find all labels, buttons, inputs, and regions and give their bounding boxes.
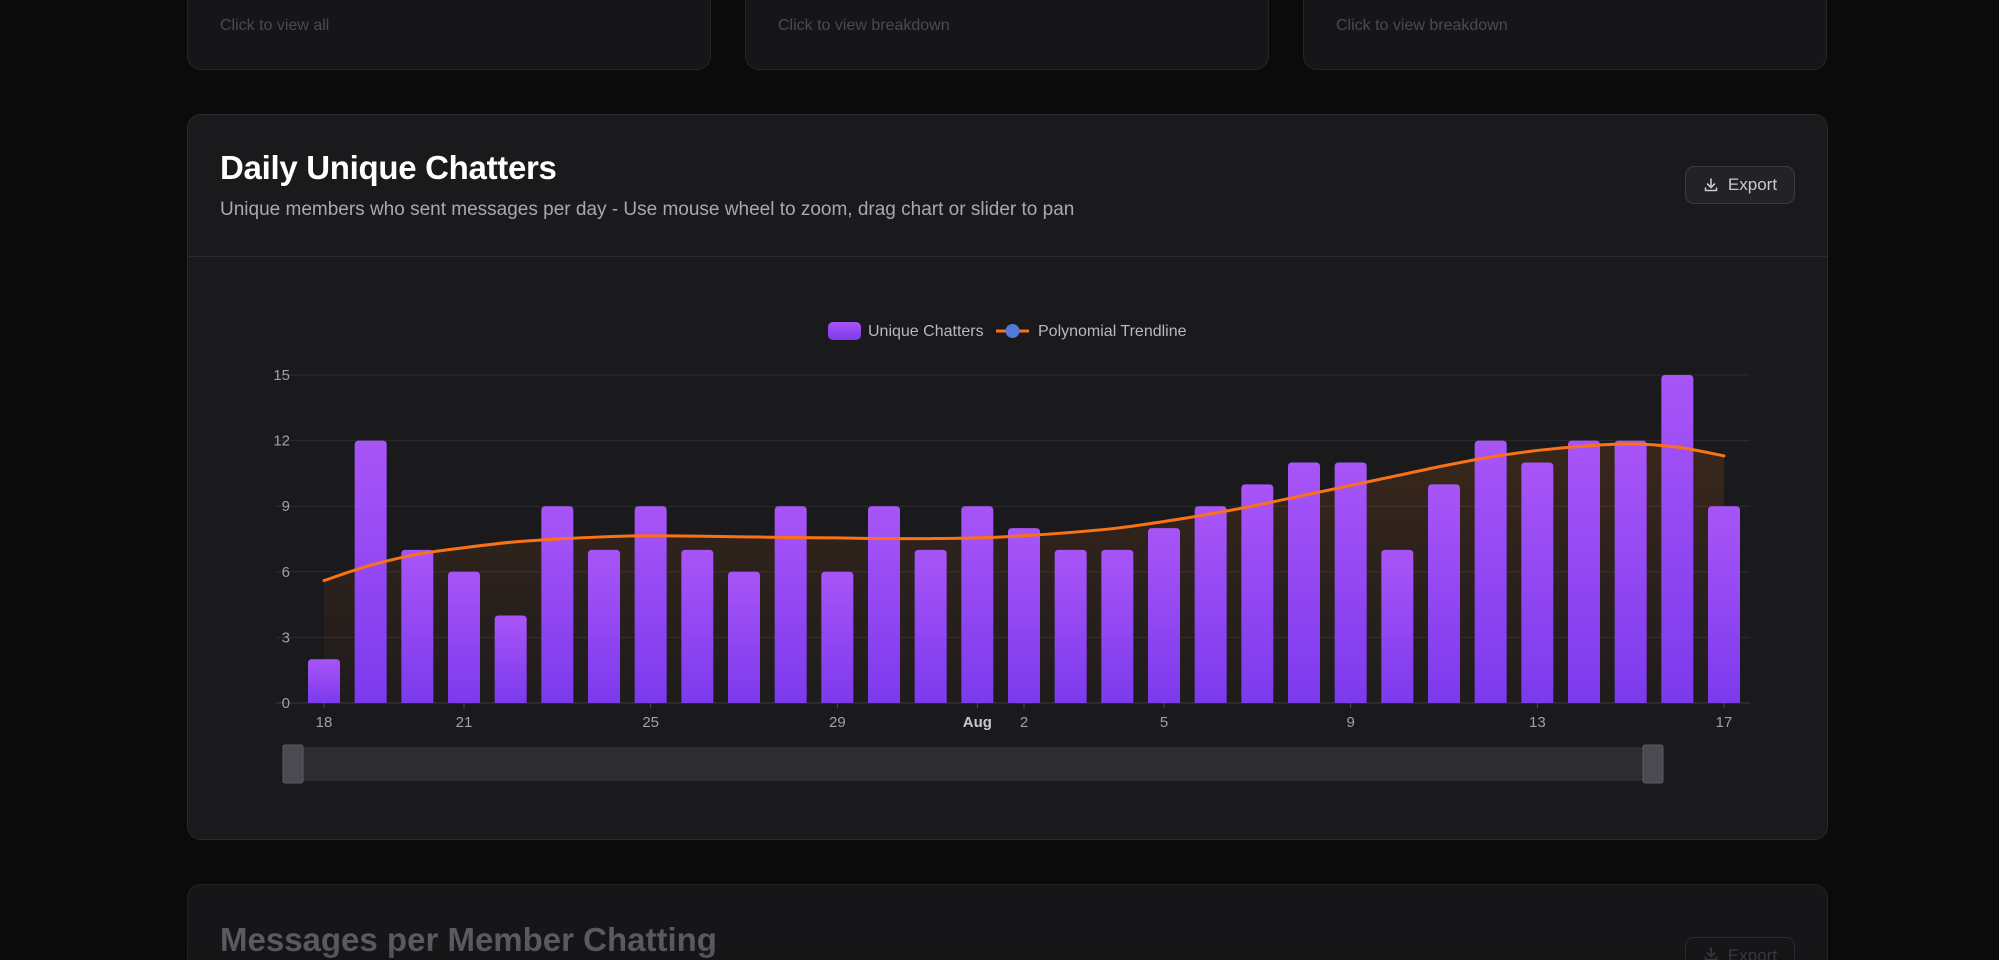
- next-card-title: Messages per Member Chatting: [220, 921, 717, 958]
- stat-card-hint: Click to view breakdown: [778, 17, 950, 34]
- bar[interactable]: [821, 571, 854, 703]
- legend-label-polynomial-trendline: Polynomial Trendline: [1038, 323, 1187, 340]
- bar[interactable]: [681, 549, 714, 703]
- legend-label-unique-chatters: Unique Chatters: [868, 323, 984, 340]
- x-tick-label: 29: [829, 714, 846, 731]
- bar[interactable]: [961, 506, 994, 703]
- bar[interactable]: [914, 549, 947, 703]
- stat-card-2[interactable]: Click to view breakdown: [745, 0, 1269, 70]
- x-tick-label: 21: [456, 714, 473, 731]
- bar[interactable]: [1381, 549, 1414, 703]
- bar[interactable]: [1101, 549, 1134, 703]
- bar[interactable]: [308, 659, 340, 703]
- chart-subtitle: Unique members who sent messages per day…: [220, 199, 1075, 220]
- bar[interactable]: [774, 506, 807, 703]
- bar[interactable]: [1148, 528, 1180, 703]
- bar[interactable]: [1428, 484, 1460, 703]
- export-button[interactable]: Export: [1685, 166, 1795, 204]
- bar[interactable]: [634, 506, 667, 703]
- x-tick-label: Aug: [963, 714, 992, 731]
- y-tick-label: 0: [282, 695, 290, 712]
- x-tick-label: 17: [1716, 714, 1733, 731]
- bar[interactable]: [448, 571, 480, 703]
- bar[interactable]: [1241, 484, 1274, 703]
- zoom-slider-handle-left[interactable]: [282, 744, 304, 784]
- export-button[interactable]: Export: [1685, 937, 1795, 960]
- bar[interactable]: [868, 506, 900, 703]
- legend-bar-swatch: [828, 322, 861, 340]
- x-tick-label: 18: [316, 714, 333, 731]
- bar[interactable]: [1614, 440, 1647, 703]
- trendline: [322, 442, 1726, 583]
- bar[interactable]: [1708, 506, 1740, 703]
- x-tick-label: 13: [1529, 714, 1546, 731]
- bar[interactable]: [1568, 440, 1600, 703]
- bar[interactable]: [1288, 462, 1320, 703]
- y-tick-label: 12: [273, 433, 290, 450]
- y-tick-label: 3: [282, 629, 290, 646]
- x-tick-label: 9: [1346, 714, 1354, 731]
- download-icon: [1703, 177, 1719, 193]
- chart-title: Daily Unique Chatters: [220, 149, 557, 186]
- x-tick-label: 25: [642, 714, 659, 731]
- bar[interactable]: [1008, 528, 1040, 703]
- stat-card-hint: Click to view breakdown: [1336, 17, 1508, 34]
- bar[interactable]: [1334, 462, 1367, 703]
- daily-unique-chatters-card: Daily Unique Chatters Unique members who…: [187, 114, 1828, 840]
- y-tick-label: 9: [282, 498, 290, 515]
- bar[interactable]: [541, 506, 574, 703]
- download-icon: [1703, 946, 1719, 960]
- bar[interactable]: [1521, 462, 1554, 703]
- bar[interactable]: [728, 571, 760, 703]
- stat-card-hint: Click to view all: [220, 17, 330, 34]
- bar[interactable]: [1194, 506, 1227, 703]
- y-tick-label: 6: [282, 564, 290, 581]
- bar[interactable]: [1661, 375, 1694, 703]
- card-divider: [188, 256, 1827, 257]
- export-label: Export: [1727, 946, 1778, 960]
- bar[interactable]: [401, 549, 434, 703]
- x-tick-label: 5: [1160, 714, 1168, 731]
- stat-card-3[interactable]: Click to view breakdown: [1303, 0, 1827, 70]
- y-tick-label: 15: [273, 367, 290, 384]
- messages-per-member-card: Messages per Member Chatting Export: [187, 884, 1828, 960]
- stat-card-1[interactable]: Click to view all: [187, 0, 711, 70]
- bar[interactable]: [354, 440, 387, 703]
- bar[interactable]: [588, 549, 620, 703]
- export-label: Export: [1727, 175, 1778, 194]
- bar[interactable]: [1054, 549, 1087, 703]
- bar[interactable]: [494, 615, 527, 703]
- zoom-slider-handle-right[interactable]: [1642, 744, 1664, 784]
- zoom-slider-selection[interactable]: [293, 748, 1653, 780]
- legend-trend-dot: [1005, 324, 1020, 338]
- x-tick-label: 2: [1020, 714, 1028, 731]
- bar[interactable]: [1474, 440, 1507, 703]
